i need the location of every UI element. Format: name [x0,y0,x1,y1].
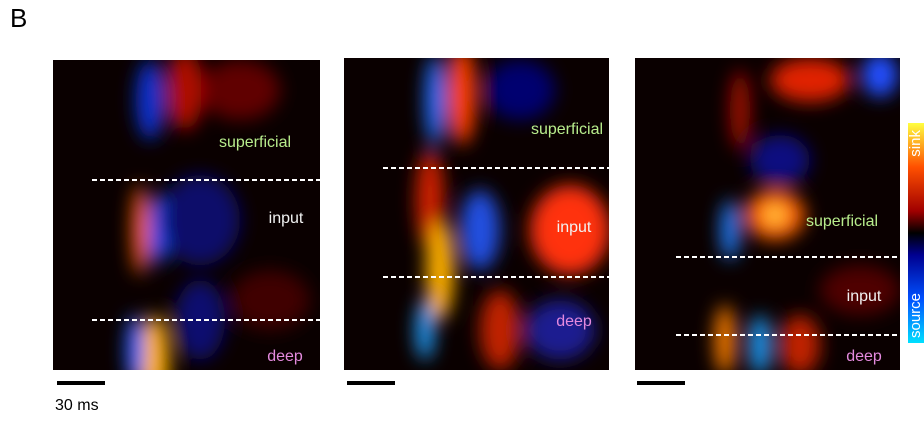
panel-label: B [10,3,27,33]
colorbar-label: sink [907,130,924,157]
layer-label: input [269,210,304,227]
layer-label: deep [556,313,592,330]
layer-label: deep [267,348,303,365]
layer-label: superficial [531,121,603,138]
layer-label: input [847,288,882,305]
scale-bar [57,381,105,385]
scale-bar [637,381,685,385]
colorbar-label: source [907,293,924,338]
figure: B superficial input deep [0,0,924,418]
layer-label: superficial [806,213,878,230]
layer-label: superficial [219,134,291,151]
scale-bar-label: 30 ms [55,397,99,414]
scale-bar [347,381,395,385]
layer-label: input [557,219,592,236]
layer-label: deep [846,348,882,365]
